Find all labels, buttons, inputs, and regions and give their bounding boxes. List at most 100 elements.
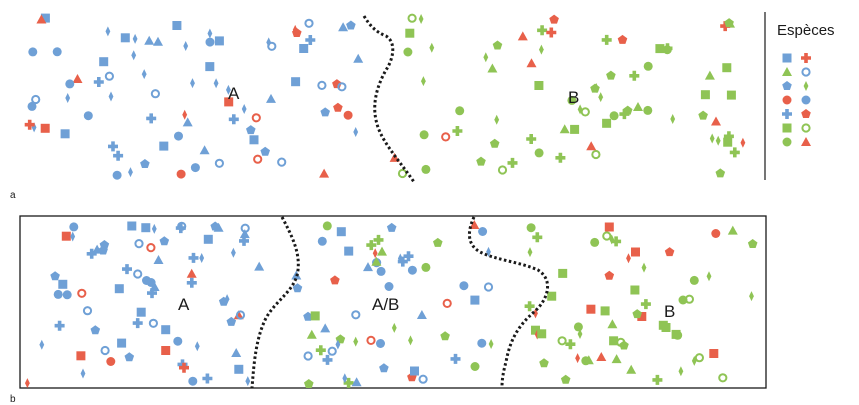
species-symbol-circle [470,362,480,371]
species-symbol-diamond [25,378,30,389]
species-symbol-square [630,285,640,295]
species-symbol-triangle [231,348,242,357]
species-symbol-square [726,90,736,100]
species-symbol-ring [150,89,160,99]
panel-b-region-label-ab: A/B [372,295,399,314]
species-symbol-ring [397,168,408,179]
species-symbol-diamond [575,353,580,364]
species-symbol-pentagon [433,237,443,247]
species-symbol-square [537,329,547,339]
species-symbol-square [655,44,665,54]
species-symbol-circle [421,164,431,174]
species-symbol-pentagon [606,70,616,80]
species-symbol-circle [643,61,653,71]
legend: Espèces [764,12,835,180]
species-symbol-cross [629,70,640,81]
species-symbol-triangle [727,225,738,235]
species-symbol-circle [69,222,79,232]
species-symbol-square [470,295,480,305]
species-symbol-cross [601,34,612,45]
species-symbol-cross [450,353,461,364]
species-symbol-cross [652,374,663,385]
species-symbol-triangle [353,53,364,63]
species-symbol-circle [146,278,156,287]
species-symbol-pentagon [664,247,675,257]
species-symbol-circle [407,265,417,275]
species-symbol-ring [253,154,263,164]
species-symbol-triangle [266,93,276,103]
species-symbol-cross [93,77,104,87]
legend-symbol-cross [782,109,792,119]
species-symbol-ring [214,158,224,168]
species-symbol-ring [133,269,143,279]
species-symbol-diamond [194,341,200,352]
species-symbol-pentagon [724,18,734,28]
species-symbol-cross [322,354,333,365]
panel-a-tag: a [10,190,16,201]
species-symbol-circle [609,111,619,121]
species-symbol-pentagon [246,125,256,135]
species-symbol-circle [678,295,688,305]
species-symbol-square [609,336,619,346]
species-symbol-ring [483,282,494,292]
species-symbol-diamond [108,91,114,102]
species-symbol-cross [315,345,326,356]
panel-b-region-label-a: A [178,295,190,314]
species-symbol-cross [188,252,199,263]
species-symbol-pentagon [440,331,450,341]
species-symbol-circle [27,101,37,111]
species-symbol-square [344,246,354,256]
species-symbol-square [214,36,224,46]
species-symbol-triangle [199,145,210,155]
species-symbol-ring [317,80,327,90]
species-symbol-pentagon [320,107,330,117]
species-symbol-diamond [213,78,219,89]
species-symbol-square [114,284,124,294]
legend-symbol-pentagon [801,109,811,118]
species-symbol-pentagon [476,156,486,166]
legend-symbol-circle [801,95,811,105]
species-symbol-circle [689,275,699,285]
species-symbol-ring [718,373,728,383]
species-symbol-circle [459,281,469,291]
species-symbol-diamond [128,167,133,178]
species-symbol-diamond [709,133,715,144]
species-symbol-cross [54,320,65,331]
species-symbol-cross [729,147,740,158]
species-symbol-cross [537,25,548,36]
species-symbol-circle [62,290,72,300]
species-symbol-diamond [190,78,195,89]
species-symbol-pentagon [304,379,314,388]
species-symbol-square [99,57,109,67]
species-symbol-pentagon [590,83,600,93]
species-symbol-diamond [39,339,45,350]
species-symbol-circle [477,338,487,348]
species-symbol-ring [497,165,508,175]
species-symbol-pentagon [632,309,642,319]
species-symbol-square [127,221,137,231]
species-symbol-diamond [749,291,754,302]
species-symbol-diamond [488,339,494,349]
species-symbol-diamond [706,271,712,282]
species-symbol-square [534,81,544,90]
species-symbol-diamond [182,109,188,120]
species-symbol-triangle [611,354,622,364]
species-symbol-square [709,349,719,358]
panel-b-tag: b [10,394,16,405]
species-symbol-square [604,222,614,232]
species-symbol-cross [403,251,414,262]
species-symbol-square [405,28,415,38]
species-symbol-diamond [65,93,71,103]
species-symbol-triangle [320,323,331,333]
species-symbol-ring [82,306,93,316]
species-symbol-circle [376,339,385,348]
legend-symbol-square [782,53,792,63]
species-symbol-pentagon [489,138,500,148]
species-symbol-circle [112,170,122,180]
species-symbol-square [671,329,681,339]
species-symbol-cross [565,339,576,350]
species-symbol-square [631,247,640,257]
species-symbol-circle [317,236,327,246]
species-symbol-cross [640,299,651,310]
panel-a-region-label-a: A [228,84,240,103]
